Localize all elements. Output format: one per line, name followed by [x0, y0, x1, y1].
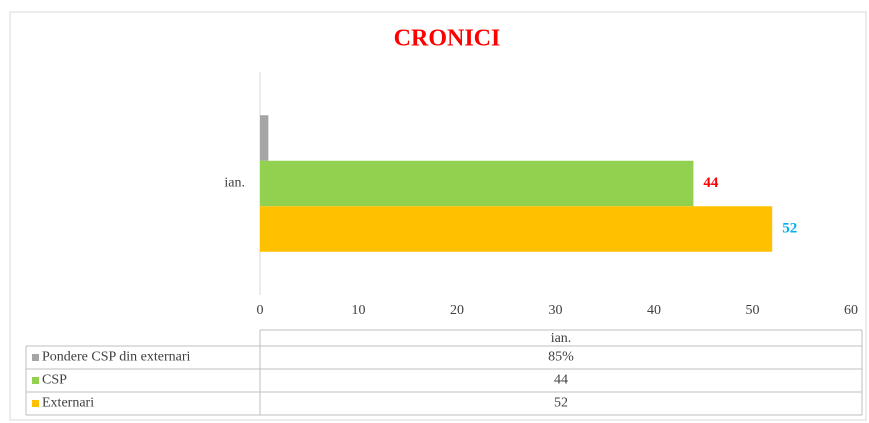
data-label: 44	[703, 175, 719, 191]
table-cell: 44	[554, 373, 568, 388]
chart-title: CRONICI	[394, 26, 501, 52]
data-label: 52	[782, 220, 797, 236]
legend-key	[32, 400, 39, 407]
table-header: ian.	[551, 331, 572, 346]
table-cell: 52	[554, 396, 568, 411]
x-tick-label: 0	[257, 303, 264, 318]
bar	[260, 160, 694, 207]
legend-key	[32, 377, 39, 384]
y-tick-label: ian.	[224, 176, 245, 191]
table-cell: 85%	[548, 350, 574, 365]
x-tick-label: 30	[549, 303, 563, 318]
x-tick-label: 20	[450, 303, 464, 318]
legend-key	[32, 354, 39, 361]
x-tick-label: 50	[746, 303, 760, 318]
legend-label: Pondere CSP din externari	[42, 350, 191, 365]
legend-label: Externari	[42, 396, 94, 411]
x-tick-label: 60	[844, 303, 858, 318]
x-tick-label: 10	[352, 303, 366, 318]
x-tick-label: 40	[647, 303, 661, 318]
legend-label: CSP	[42, 373, 67, 388]
bar	[260, 115, 269, 161]
bar	[260, 206, 773, 252]
